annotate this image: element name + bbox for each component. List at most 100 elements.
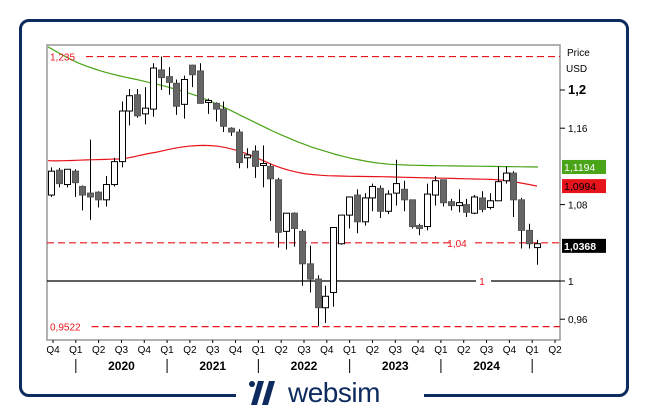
candle [487,193,494,210]
candle-body-up [64,168,71,186]
candle [228,127,235,136]
quarter-label: Q1 [252,345,266,356]
candle-body-up [205,99,212,103]
quarter-label: Q1 [69,345,83,356]
candle [244,148,251,169]
price-badge [562,159,606,174]
quarter-label: Q1 [343,345,357,356]
candle [213,102,220,122]
quarter-label: Q4 [138,345,152,356]
candle-body-up [322,295,329,309]
candle-body-down [291,212,298,229]
candle [424,183,431,231]
y-tick-label: 1,08 [568,201,588,212]
candle-body-down [197,70,204,104]
candle-body-down [72,170,79,184]
candle [236,129,243,169]
axis-title-currency: USD [566,64,587,75]
candle-body-down [220,108,227,127]
candle [526,223,533,249]
candle-body-down [401,188,408,201]
candle [142,87,149,125]
price-badge-label: 1,0368 [564,241,596,253]
candle [510,171,517,218]
candle-body-down [275,179,282,233]
candle-body-up [503,172,510,182]
price-badge [562,238,606,253]
candle-body-up [111,161,118,186]
candle-body-down [354,194,361,223]
quarter-label: Q4 [503,345,517,356]
quarter-label: Q1 [526,345,540,356]
candle [322,285,329,324]
quarter-label: Q2 [457,345,471,356]
candle [346,196,353,229]
candle [95,191,102,208]
candle [354,189,361,234]
quarter-label: Q4 [320,345,334,356]
candle-body-up [369,185,376,199]
candle [377,185,384,218]
candle [385,190,392,215]
candle [79,185,86,211]
candle [518,197,525,249]
candle-body-up [244,154,251,159]
quarter-label: Q3 [389,345,403,356]
quarter-label: Q4 [411,345,425,356]
candle-body-down [189,64,196,76]
logo-text: websim [288,377,380,408]
candle-body-up [330,227,337,293]
candle [401,180,408,212]
y-axis: Price USD 1,2 1,16 1,08 1 0,96 1,1194 1,0994 1,03… [560,48,606,326]
level-label: 1 [479,277,485,288]
candle-body-down [267,165,274,180]
candle-body-up [487,200,494,208]
candle [205,98,212,114]
candle-body-up [119,110,126,163]
candle [440,179,447,207]
candle-body-up [346,196,353,216]
price-badge-label: 1,0994 [564,181,596,193]
candle-body-down [134,94,141,117]
candle [126,89,133,126]
candle [448,198,455,211]
candle [503,166,510,184]
candle-body-up [385,193,392,212]
candle [534,239,541,265]
candle [275,177,282,248]
candle [291,212,298,247]
candle-body-up [260,162,267,166]
candle-body-down [87,192,94,198]
candle-body-down [307,263,314,280]
quarter-label: Q3 [480,345,494,356]
candle-body-down [228,127,235,133]
candle-body-down [56,169,63,185]
candle [150,63,157,117]
candle-body-down [158,69,165,79]
quarter-label: Q3 [115,345,129,356]
candle [283,212,290,250]
candle [463,198,470,218]
ma-green-line [47,46,539,168]
quarter-label: Q2 [92,345,106,356]
quarter-label: Q1 [434,345,448,356]
level-label: 1,04 [447,239,467,250]
candle [111,157,118,187]
candle-body-up [142,107,149,115]
candle [260,145,267,188]
candlesticks [48,56,541,326]
candle-body-down [510,172,517,201]
horizontal-levels: 1,235 1,04 1 0,9522 [47,53,560,334]
candle [330,227,337,307]
candle-body-down [448,201,455,207]
year-label: 2020 [108,359,135,373]
candle [103,175,110,207]
candle-body-up [495,181,502,202]
plot-border [46,44,561,341]
plot-area [46,44,561,341]
candle [197,63,204,104]
candle [173,79,180,115]
candle-body-down [315,278,322,309]
candle-body-up [181,78,188,105]
